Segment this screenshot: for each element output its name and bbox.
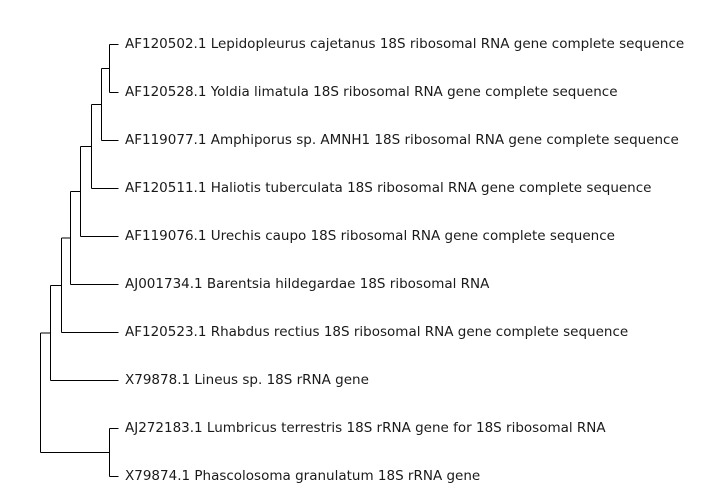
leaf-label-lumbricus-terrestris: AJ272183.1 Lumbricus terrestris 18S rRNA… [125, 420, 606, 436]
leaf-label-rhabdus-rectius: AF120523.1 Rhabdus rectius 18S ribosomal… [125, 324, 628, 340]
tree-leaf-labels: AF120502.1 Lepidopleurus cajetanus 18S r… [125, 36, 684, 484]
tree-branches [40, 44, 119, 477]
leaf-label-phascolosoma-granulatum: X79874.1 Phascolosoma granulatum 18S rRN… [125, 468, 480, 484]
leaf-label-haliotis-tuberculata: AF120511.1 Haliotis tuberculata 18S ribo… [125, 180, 651, 196]
leaf-label-lineus-sp: X79878.1 Lineus sp. 18S rRNA gene [125, 372, 369, 388]
leaf-label-urechis-caupo: AF119076.1 Urechis caupo 18S ribosomal R… [125, 228, 615, 244]
leaf-label-amphiporus-sp: AF119077.1 Amphiporus sp. AMNH1 18S ribo… [125, 132, 679, 148]
leaf-label-yoldia-limatula: AF120528.1 Yoldia limatula 18S ribosomal… [125, 84, 618, 100]
leaf-label-lepidopleurus-cajetanus: AF120502.1 Lepidopleurus cajetanus 18S r… [125, 36, 684, 52]
leaf-label-barentsia-hildegardae: AJ001734.1 Barentsia hildegardae 18S rib… [125, 276, 490, 292]
